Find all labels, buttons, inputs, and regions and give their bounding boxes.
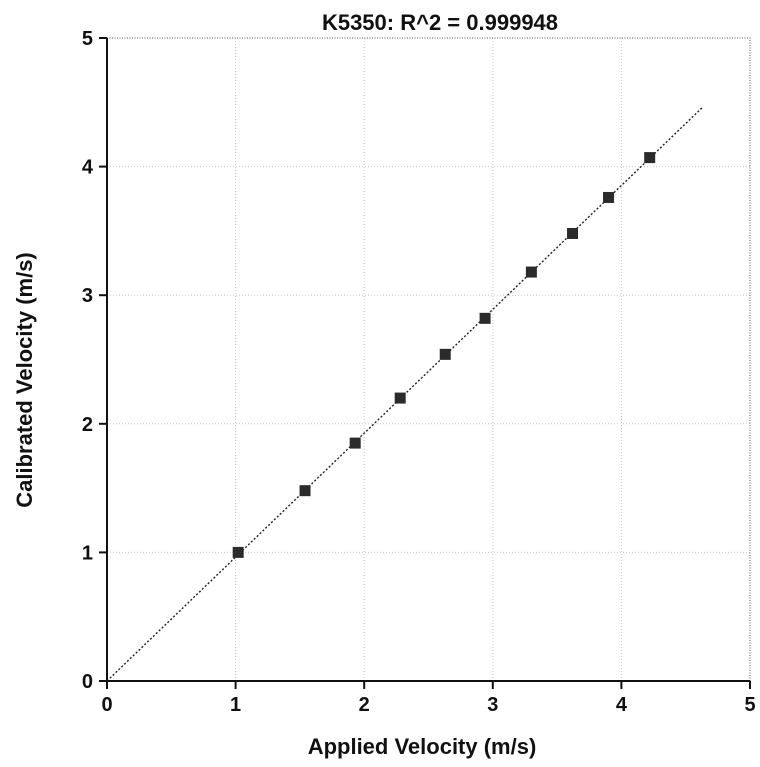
x-tick-label: 5 [744, 694, 755, 716]
grid [107, 38, 750, 681]
data-point [349, 437, 361, 449]
y-ticks: 0 1 2 3 4 5 [82, 28, 107, 693]
x-tick-label: 0 [101, 694, 112, 716]
data-point [644, 152, 656, 164]
data-point [299, 485, 311, 497]
axes [106, 38, 750, 682]
data-point [603, 191, 615, 203]
y-tick-label: 4 [82, 157, 94, 179]
y-axis-label: Calibrated Velocity (m/s) [12, 252, 37, 508]
plot-frame [106, 37, 751, 682]
data-point [439, 348, 451, 360]
x-tick-label: 2 [359, 694, 370, 716]
data-point [567, 227, 579, 239]
data-point [525, 266, 537, 278]
x-tick-label: 3 [487, 694, 498, 716]
x-axis-label: Applied Velocity (m/s) [308, 734, 537, 759]
x-tick-label: 1 [230, 694, 241, 716]
data-point [232, 546, 244, 558]
data-point [394, 392, 406, 404]
y-tick-label: 1 [82, 542, 93, 564]
x-tick-label: 4 [616, 694, 628, 716]
y-tick-label: 0 [82, 671, 93, 693]
data-markers [232, 152, 656, 558]
x-ticks: 0 1 2 3 4 5 [101, 681, 756, 716]
data-point [479, 312, 491, 324]
y-tick-label: 2 [82, 414, 93, 436]
y-tick-label: 3 [82, 285, 93, 307]
chart-title: K5350: R^2 = 0.999948 [322, 10, 558, 35]
y-tick-label: 5 [82, 28, 93, 50]
